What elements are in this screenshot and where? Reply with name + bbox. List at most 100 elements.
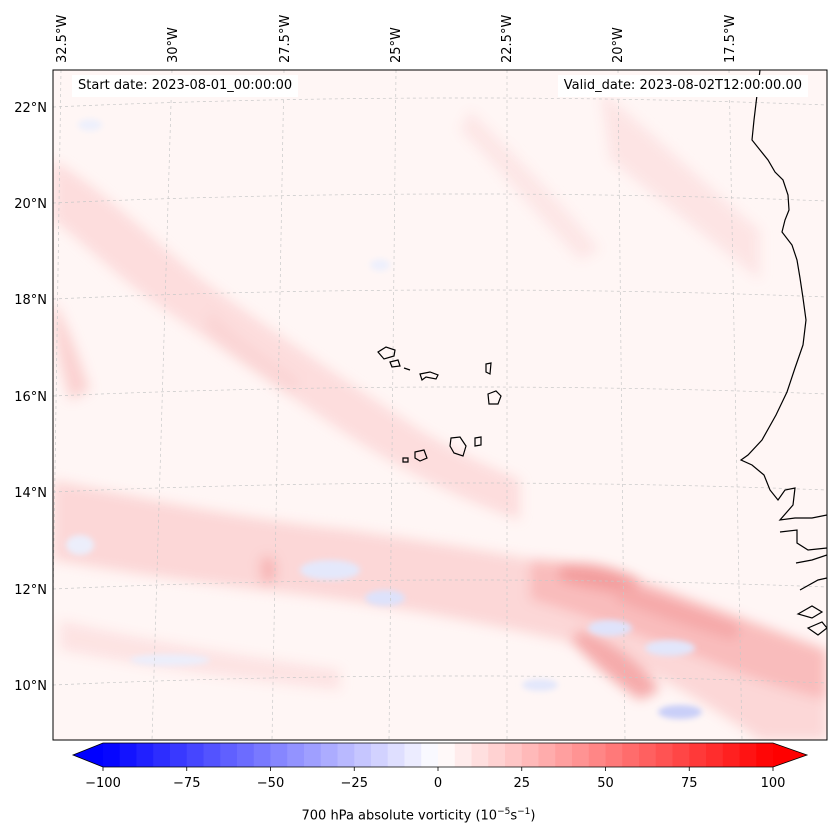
gridline-lon-30	[151, 70, 173, 740]
lon-label: 17.5°W	[723, 15, 738, 63]
colorbar-cell	[119, 743, 138, 767]
colorbar-tick-label: −50	[257, 776, 284, 791]
colorbar-cell	[756, 743, 774, 767]
island-sao-nicolau	[419, 371, 439, 381]
colorbar-cell	[253, 743, 272, 767]
gridline-lon-25	[388, 70, 397, 740]
lat-label: 20°N	[14, 197, 47, 212]
lon-label: 32.5°W	[55, 15, 70, 63]
start-date-label: Start date: 2023-08-01_00:00:00	[72, 75, 299, 97]
valid-date-label: Valid_date: 2023-08-02T12:00:00.00	[557, 75, 808, 97]
colorbar-label-exp2: −1	[517, 807, 531, 817]
colorbar-tick-label: 75	[681, 776, 698, 791]
colorbar-cell	[270, 743, 288, 767]
colorbar-cell	[471, 743, 489, 767]
gridline-lat-22	[53, 97, 827, 108]
colorbar-tick-label: 50	[597, 776, 614, 791]
colorbar-ticks: −100 −75 −50 −25 0 25 50 75 100	[85, 767, 785, 791]
colorbar-cell	[572, 743, 590, 767]
gridline-lon-20	[617, 70, 626, 740]
colorbar-cell	[521, 743, 540, 767]
vorticity-map: 32.5°W 30°W 27.5°W 25°W 22.5°W 20°W 17.5…	[14, 15, 828, 741]
colorbar-cell	[387, 743, 406, 767]
colorbar-cell	[639, 743, 657, 767]
colorbar-cell	[689, 743, 707, 767]
colorbar-cell	[203, 743, 221, 767]
lat-label: 22°N	[14, 101, 47, 116]
colorbar-cell	[337, 743, 355, 767]
negative-vorticity	[66, 119, 702, 719]
island-maio	[474, 436, 482, 447]
island-boa-vista	[487, 390, 502, 405]
colorbar-cell	[136, 743, 154, 767]
colorbar-cell	[538, 743, 556, 767]
colorbar-label-text: 700 hPa absolute vorticity (10	[301, 808, 498, 824]
colorbar-cell	[421, 743, 439, 767]
colorbar: −100 −75 −50 −25 0 25 50 75 100	[71, 742, 809, 791]
lat-label: 10°N	[14, 679, 47, 694]
colorbar-cell	[371, 743, 389, 767]
colorbar-cell	[655, 743, 674, 767]
colorbar-tick-label: 100	[761, 776, 786, 791]
island-santa-luzia	[403, 367, 411, 371]
gridline-lon-17.5	[728, 70, 743, 740]
colorbar-cell	[454, 743, 473, 767]
colorbar-cell	[103, 743, 121, 767]
island-brava	[402, 457, 409, 463]
colorbar-cell	[588, 743, 607, 767]
vorticity-field	[53, 90, 827, 740]
gridline-lat-18	[53, 289, 827, 300]
colorbar-tick-label: 25	[513, 776, 530, 791]
gridline-lat-16	[53, 386, 827, 397]
colorbar-cell	[170, 743, 188, 767]
colorbar-cell	[605, 743, 623, 767]
colorbar-cell	[404, 743, 422, 767]
colorbar-label-close: )	[530, 808, 536, 824]
latitude-labels: 22°N 20°N 18°N 16°N 14°N 12°N 10°N	[14, 101, 47, 694]
lon-label: 22.5°W	[500, 15, 515, 63]
island-sal	[485, 362, 492, 375]
african-coastline	[739, 70, 827, 636]
colorbar-cell	[622, 743, 640, 767]
gridline-lat-10	[53, 675, 827, 686]
colorbar-cell	[186, 743, 205, 767]
graticule	[53, 70, 827, 740]
lon-label: 25°W	[389, 27, 404, 63]
colorbar-cell	[304, 743, 322, 767]
gridline-lat-14	[53, 482, 827, 493]
colorbar-cell	[438, 743, 456, 767]
gridline-lon-27.5	[271, 70, 285, 740]
colorbar-cell	[220, 743, 238, 767]
colorbar-tick-label: −100	[85, 776, 121, 791]
colorbar-cell	[488, 743, 506, 767]
colorbar-cell	[287, 743, 305, 767]
colorbar-extend-high	[773, 743, 807, 767]
colorbar-cell	[555, 743, 573, 767]
colorbar-cell	[237, 743, 255, 767]
colorbar-cell	[153, 743, 171, 767]
gridline-lat-12	[53, 579, 827, 590]
lat-label: 18°N	[14, 293, 47, 308]
colorbar-label: 700 hPa absolute vorticity (10−5s−1)	[0, 807, 837, 823]
island-santiago	[449, 436, 467, 457]
colorbar-label-mid: s	[510, 808, 518, 824]
lon-label: 30°W	[166, 27, 181, 63]
colorbar-cell	[722, 743, 741, 767]
lat-label: 12°N	[14, 583, 47, 598]
colorbar-cells	[103, 743, 774, 767]
colorbar-cell	[739, 743, 757, 767]
island-sao-vicente	[389, 359, 401, 368]
colorbar-cell	[706, 743, 724, 767]
coastlines	[377, 70, 827, 636]
island-santo-antao	[377, 346, 396, 360]
colorbar-cell	[354, 743, 372, 767]
colorbar-tick-label: −75	[173, 776, 200, 791]
map-frame	[52, 69, 828, 741]
lat-label: 14°N	[14, 486, 47, 501]
colorbar-cell	[320, 743, 339, 767]
colorbar-extend-low	[73, 743, 103, 767]
island-fogo	[414, 449, 428, 462]
lon-label: 20°W	[611, 27, 626, 63]
colorbar-cell	[505, 743, 523, 767]
colorbar-tick-label: 0	[434, 776, 442, 791]
